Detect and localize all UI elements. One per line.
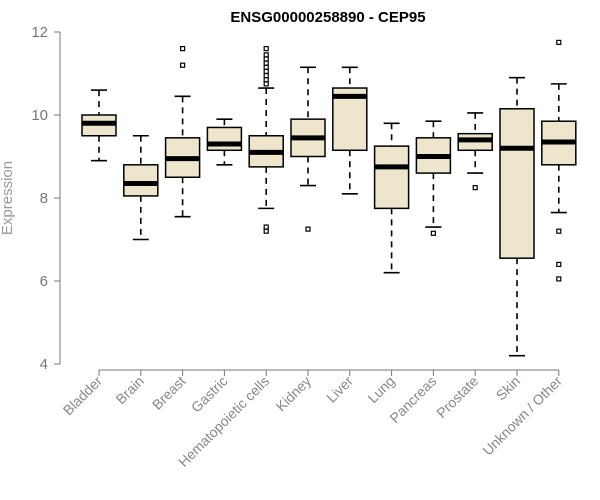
box-pancreas (415, 120, 452, 236)
outlier-point (263, 60, 269, 66)
outlier-point (556, 276, 562, 282)
y-tick-label: 6 (40, 273, 48, 290)
y-axis-label: Expression (0, 161, 16, 235)
x-tick-label: Breast (149, 373, 189, 413)
box-gastric (206, 118, 243, 166)
outlier-point (263, 68, 269, 75)
x-tick-label: Brain (112, 373, 146, 407)
box-brain (123, 134, 159, 241)
x-tick-label: Lung (364, 373, 397, 406)
x-tick-label: Liver (323, 373, 356, 406)
outlier-point (263, 64, 269, 70)
box-unknown-other (541, 39, 577, 282)
outlier-point (472, 185, 478, 191)
y-tick-label: 8 (40, 190, 48, 207)
box-bladder (81, 89, 117, 162)
boxes-group (81, 39, 577, 357)
outlier-point (263, 52, 269, 58)
box-breast (164, 45, 201, 218)
outlier-point (263, 81, 269, 87)
chart-title: ENSG00000258890 - CEP95 (230, 9, 425, 26)
box-liver (332, 66, 368, 195)
iqr-box (206, 126, 243, 152)
outlier-point (263, 45, 269, 52)
outlier-point (180, 62, 186, 68)
iqr-box (373, 145, 410, 210)
box-hematopoietic-cells (248, 45, 284, 234)
box-kidney (290, 66, 326, 232)
box-skin (499, 76, 535, 357)
y-tick-label: 10 (31, 107, 48, 124)
y-tick-label: 12 (31, 24, 48, 41)
outlier-point (263, 77, 269, 83)
outlier-point (430, 230, 436, 236)
y-tick-label: 4 (40, 356, 48, 373)
outlier-point (180, 45, 186, 52)
outlier-point (305, 226, 311, 232)
outlier-point (556, 228, 562, 234)
box-lung (373, 122, 410, 274)
x-tick-label: Unknown / Other (479, 373, 565, 459)
x-tick-label: Skin (493, 373, 524, 404)
outlier-point (263, 72, 269, 79)
outlier-point (556, 39, 562, 45)
outlier-point (556, 261, 562, 267)
x-tick-label: Bladder (60, 373, 106, 419)
iqr-box (499, 108, 535, 259)
iqr-box (123, 164, 159, 197)
x-tick-label: Prostate (433, 373, 481, 421)
outlier-point (263, 56, 269, 62)
box-prostate (457, 112, 493, 191)
x-tick-label: Kidney (273, 373, 315, 415)
outlier-point (263, 224, 269, 230)
outlier-point (263, 228, 269, 234)
